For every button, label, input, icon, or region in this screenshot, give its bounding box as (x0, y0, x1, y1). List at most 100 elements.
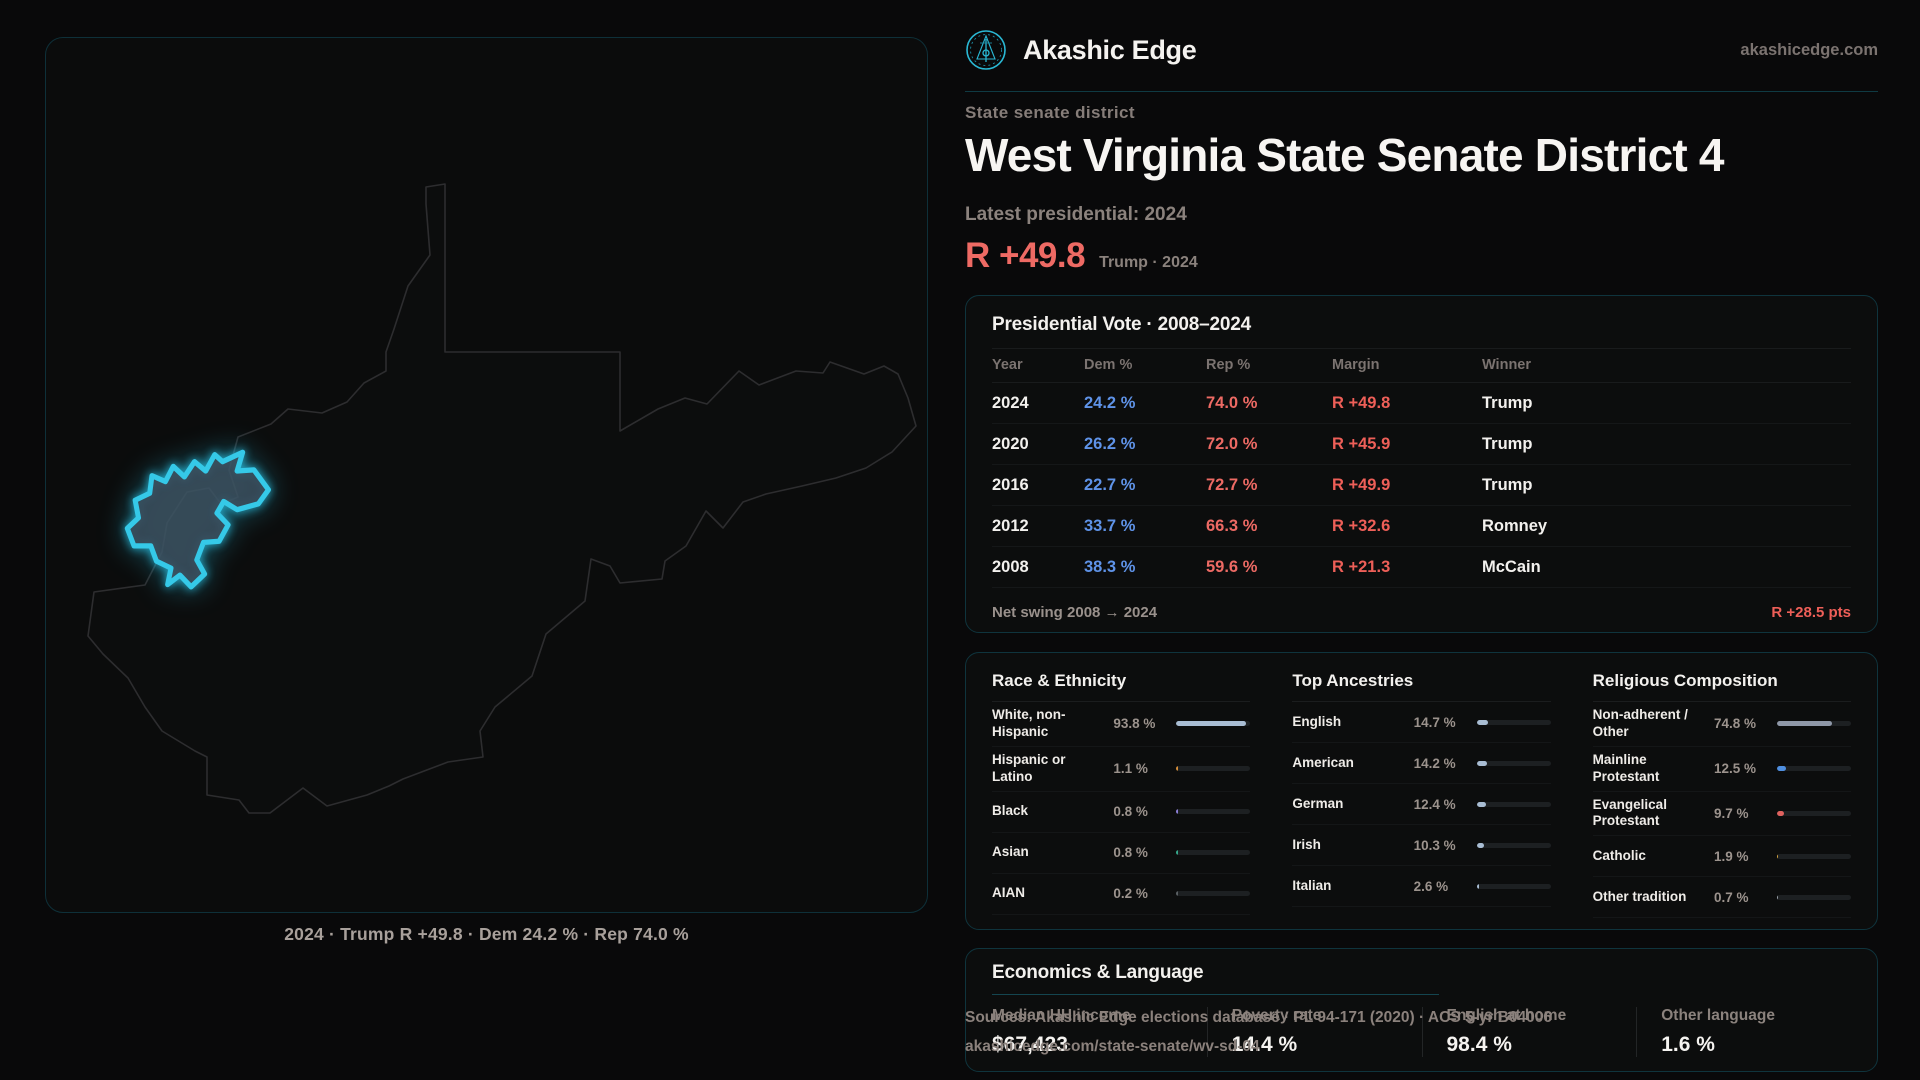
west-virginia-map (87, 183, 917, 814)
stat-bar (1476, 801, 1551, 807)
ancestry-row: English 14.7 % (1292, 702, 1551, 743)
ancestry-row: German 12.4 % (1292, 784, 1551, 825)
economics-card: Economics & Language Median HH income $67… (965, 948, 1878, 1072)
stat-value: 93.8 % (1113, 716, 1156, 732)
vote-row: 2020 26.2 % 72.0 % R +45.9 Trump (992, 424, 1851, 465)
vote-cell-winner: Trump (1482, 393, 1533, 412)
stat-bar (1777, 810, 1851, 816)
vote-cell-year: 2020 (992, 434, 1029, 453)
stat-value: 10.3 % (1413, 837, 1456, 853)
vote-cell-year: 2016 (992, 475, 1029, 494)
economics-stat-label: English at home (1446, 1007, 1567, 1024)
stat-label: Black (992, 803, 1029, 819)
ancestry-rows: English 14.7 % American 14.2 % German 12.4 % I… (1292, 702, 1551, 907)
stat-bar (1176, 766, 1251, 772)
net-swing-row: Net swing 2008 → 2024 R +28.5 pts (992, 590, 1851, 621)
economics-stat-value: 98.4 % (1446, 1033, 1512, 1056)
col-margin: Margin (1332, 357, 1380, 373)
vote-table-body: 2024 24.2 % 74.0 % R +49.8 Trump 2020 26.2 % 72… (992, 383, 1851, 588)
stat-bar (1476, 760, 1551, 766)
brand-header: Akashic Edge akashicedge.com (965, 28, 1878, 72)
vote-row: 2024 24.2 % 74.0 % R +49.8 Trump (992, 383, 1851, 424)
economics-stat-label: Poverty rate (1231, 1007, 1322, 1024)
stat-bar (1176, 721, 1251, 727)
vote-row: 2012 33.7 % 66.3 % R +32.6 Romney (992, 506, 1851, 547)
header-divider (965, 91, 1878, 92)
stat-value: 0.8 % (1113, 804, 1148, 819)
presidential-vote-card: Presidential Vote · 2008–2024 Year Dem %… (965, 295, 1878, 633)
ancestries-section: Top Ancestries English 14.7 % American 14.2… (1292, 671, 1551, 918)
vote-cell-rep: 59.6 % (1206, 557, 1258, 576)
district-map-panel (45, 37, 928, 913)
ancestry-row: Italian 2.6 % (1292, 866, 1551, 907)
net-swing-label: Net swing 2008 → 2024 (992, 604, 1158, 621)
col-winner: Winner (1482, 357, 1532, 373)
economics-stat-label: Other language (1661, 1007, 1775, 1024)
stat-label: Other tradition (1592, 888, 1687, 904)
demographics-card: Race & Ethnicity White, non-Hispanic 93.8… (965, 652, 1878, 930)
vote-cell-margin: R +45.9 (1332, 434, 1391, 453)
ancestries-section-title: Top Ancestries (1292, 671, 1551, 702)
stat-label: Mainline Protestant (1592, 751, 1660, 784)
race-row: Black 0.8 % (992, 792, 1251, 833)
stat-bar (1777, 853, 1851, 859)
vote-cell-dem: 38.3 % (1084, 557, 1136, 576)
economics-card-title: Economics & Language (992, 962, 1204, 983)
stat-value: 74.8 % (1714, 716, 1757, 732)
vote-cell-winner: Romney (1482, 516, 1548, 535)
religion-rows: Non-adherent / Other 74.8 % Mainline Prote… (1592, 702, 1851, 919)
headline-margin-value: R +49.8 (965, 236, 1086, 275)
vote-table-header: Year Dem % Rep % Margin Winner (992, 348, 1851, 383)
stat-bar (1476, 719, 1551, 725)
highlighted-district-shape[interactable] (124, 449, 271, 590)
race-section-title: Race & Ethnicity (992, 671, 1251, 702)
ancestry-row: Irish 10.3 % (1292, 825, 1551, 866)
vote-cell-dem: 33.7 % (1084, 516, 1136, 535)
religion-row: Other tradition 0.7 % (1592, 877, 1851, 919)
stat-value: 0.8 % (1113, 845, 1148, 860)
stat-value: 1.1 % (1113, 761, 1148, 777)
col-rep: Rep % (1206, 357, 1251, 373)
race-ethnicity-section: Race & Ethnicity White, non-Hispanic 93.8… (992, 671, 1251, 918)
vote-cell-winner: Trump (1482, 434, 1533, 453)
brand-domain-link[interactable]: akashicedge.com (1740, 40, 1878, 59)
vote-cell-year: 2024 (992, 393, 1029, 412)
race-row: Hispanic or Latino 1.1 % (992, 747, 1251, 792)
economics-stat-value: $67,423 (992, 1033, 1068, 1056)
religion-row: Evangelical Protestant 9.7 % (1592, 792, 1851, 837)
akashic-edge-logo-icon[interactable] (965, 29, 1007, 71)
headline-margin: R +49.8 Trump · 2024 (965, 236, 1198, 276)
vote-cell-rep: 74.0 % (1206, 393, 1258, 412)
economics-divider (992, 994, 1439, 995)
vote-cell-margin: R +49.8 (1332, 393, 1391, 412)
stat-bar (1176, 809, 1251, 814)
religion-row: Mainline Protestant 12.5 % (1592, 747, 1851, 792)
col-year: Year (992, 357, 1023, 373)
vote-card-title: Presidential Vote · 2008–2024 (992, 314, 1251, 335)
stat-value: 12.5 % (1714, 761, 1757, 777)
economics-stats: Median HH income $67,423 Poverty rate 14.4 … (992, 1007, 1851, 1057)
race-row: Asian 0.8 % (992, 833, 1251, 874)
stat-bar (1476, 842, 1551, 848)
vote-cell-winner: Trump (1482, 475, 1533, 494)
stat-value: 9.7 % (1714, 805, 1749, 821)
economics-stat: Median HH income $67,423 (992, 1007, 1207, 1057)
vote-cell-year: 2008 (992, 557, 1029, 576)
stat-value: 0.2 % (1113, 886, 1148, 901)
page-title: West Virginia State Senate District 4 (965, 129, 1724, 181)
economics-stat: English at home 98.4 % (1421, 1007, 1637, 1057)
stat-bar (1777, 894, 1851, 900)
vote-cell-rep: 72.0 % (1206, 434, 1258, 453)
economics-stat-value: 1.6 % (1661, 1033, 1715, 1056)
stat-bar (1777, 766, 1851, 772)
stat-label: Hispanic or Latino (992, 751, 1066, 784)
latest-presidential-label: Latest presidential: 2024 (965, 204, 1187, 225)
stat-value: 12.4 % (1413, 796, 1456, 812)
stat-label: Asian (992, 844, 1029, 860)
stat-bar (1176, 850, 1251, 855)
vote-cell-dem: 22.7 % (1084, 475, 1136, 494)
stat-label: Catholic (1592, 847, 1646, 863)
vote-cell-dem: 26.2 % (1084, 434, 1136, 453)
stat-value: 1.9 % (1714, 848, 1749, 864)
brand-name: Akashic Edge (1023, 34, 1197, 65)
